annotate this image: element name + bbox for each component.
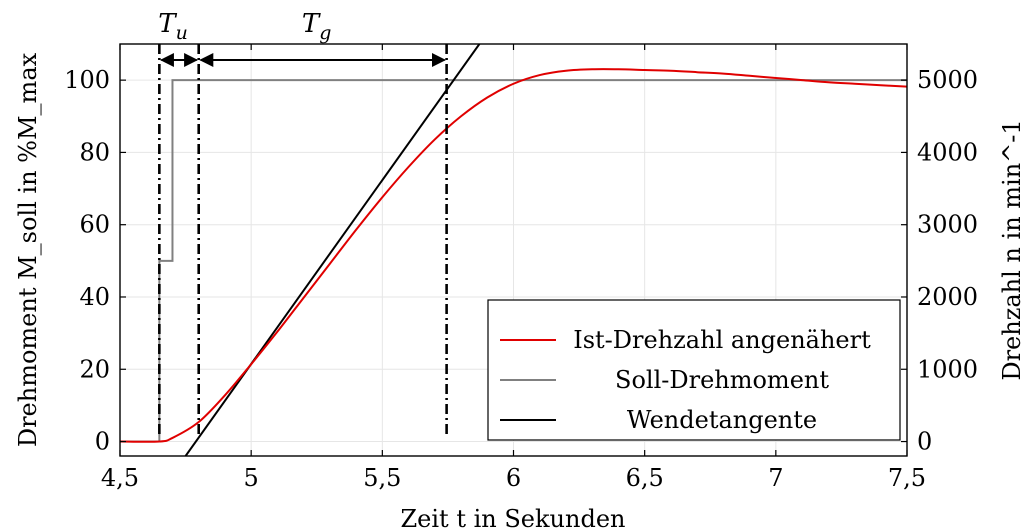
series-ist-drehzahl	[120, 68, 907, 443]
legend: Ist-Drehzahl angenähert Soll-Drehmoment We…	[487, 299, 901, 441]
x-tick-label: 5,5	[363, 464, 401, 492]
y-left-tick-label: 40	[79, 283, 110, 311]
annotation-label: Tu	[158, 9, 188, 44]
annotations: Tu Tg	[158, 9, 448, 436]
legend-label: Ist-Drehzahl angenähert	[573, 326, 871, 354]
y-left-tick-label: 0	[95, 428, 110, 456]
y-right-tick-label: 0	[917, 428, 932, 456]
x-tick-label: 5	[244, 464, 259, 492]
plot-area	[120, 44, 907, 456]
y-right-tick-label: 5000	[917, 66, 978, 94]
left-axis-title: Drehmoment M_soll in %M_max	[14, 52, 42, 447]
x-tick-label: 4,5	[101, 464, 139, 492]
y-left-tick-label: 80	[79, 138, 110, 166]
legend-label: Soll-Drehmoment	[615, 366, 829, 394]
x-tick-label: 7	[768, 464, 783, 492]
legend-box	[487, 299, 901, 441]
y-right-tick-label: 2000	[917, 283, 978, 311]
axis-ticks: 4,5 5 5,5 6 6,5 7 7,50204060801000100020003000…	[64, 44, 978, 492]
y-right-tick-label: 3000	[917, 211, 978, 239]
annotation-label: Tg	[302, 9, 332, 44]
y-left-tick-label: 60	[79, 211, 110, 239]
x-tick-label: 6,5	[626, 464, 664, 492]
y-left-tick-label: 100	[64, 66, 110, 94]
x-axis-title: Zeit t in Sekunden	[401, 505, 626, 532]
x-tick-label: 6	[506, 464, 521, 492]
y-right-tick-label: 4000	[917, 138, 978, 166]
right-axis-title: Drehzahl n in min^-1	[998, 119, 1026, 380]
legend-label: Wendetangente	[627, 406, 817, 434]
series-wendetangente	[184, 44, 481, 456]
y-left-tick-label: 20	[79, 355, 110, 383]
x-tick-label: 7,5	[888, 464, 926, 492]
y-right-tick-label: 1000	[917, 355, 978, 383]
